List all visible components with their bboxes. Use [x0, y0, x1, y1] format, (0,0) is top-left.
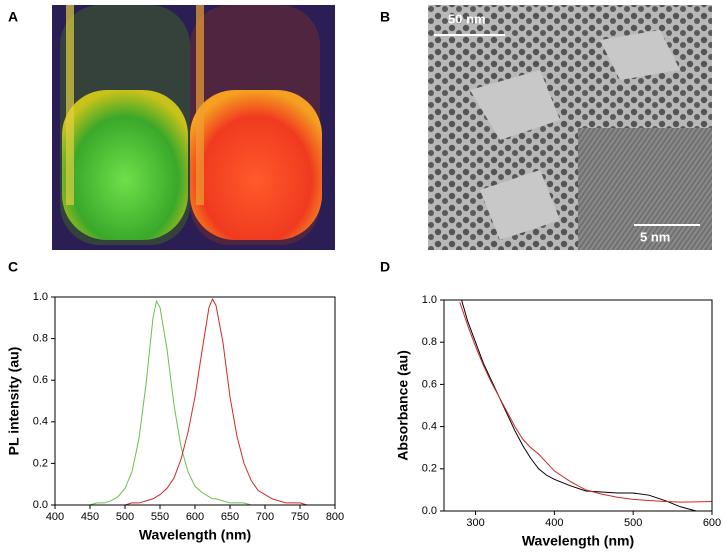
- scale-label: 50 nm: [448, 11, 486, 26]
- x-axis-label: Wavelength (nm): [139, 527, 251, 543]
- x-axis-label: Wavelength (nm): [522, 533, 634, 549]
- plot-frame: [443, 299, 713, 512]
- data-line: [459, 301, 712, 503]
- data-line: [90, 297, 335, 505]
- x-tick-label: 800: [326, 511, 344, 523]
- x-tick-label: 300: [466, 517, 484, 529]
- y-tick-label: 0.0: [422, 505, 437, 517]
- photo-vials: [52, 5, 335, 250]
- y-tick-label: 0.8: [422, 336, 437, 348]
- y-tick-label: 0.4: [33, 416, 48, 428]
- y-tick-label: 0.4: [422, 421, 437, 433]
- y-tick-label: 1.0: [422, 294, 437, 306]
- x-tick-label: 400: [46, 511, 64, 523]
- tem-image: 50 nm 5 nm: [428, 5, 712, 250]
- plot-frame: [54, 296, 336, 506]
- y-axis-label: PL intensity (au): [6, 347, 22, 456]
- y-tick-label: 0.6: [33, 374, 48, 386]
- panel-label: D: [380, 259, 390, 275]
- x-tick-label: 400: [545, 517, 563, 529]
- x-tick-label: 450: [81, 511, 99, 523]
- x-tick-label: 600: [703, 517, 721, 529]
- x-tick-label: 700: [256, 511, 274, 523]
- y-tick-label: 0.8: [33, 333, 48, 345]
- panel-label: A: [8, 9, 18, 25]
- x-tick-label: 500: [116, 511, 134, 523]
- y-tick-label: 1.0: [33, 291, 48, 303]
- y-tick-label: 0.2: [33, 457, 48, 469]
- panel-label: C: [8, 259, 18, 275]
- panel-label: B: [380, 9, 390, 25]
- x-tick-label: 650: [221, 511, 239, 523]
- x-tick-label: 600: [186, 511, 204, 523]
- x-tick-label: 500: [624, 517, 642, 529]
- data-line: [461, 300, 697, 511]
- y-axis-label: Absorbance (au): [395, 350, 411, 460]
- y-tick-label: 0.2: [422, 463, 437, 475]
- y-tick-label: 0.6: [422, 378, 437, 390]
- x-tick-label: 750: [291, 511, 309, 523]
- data-line: [89, 299, 335, 505]
- scale-label: 5 nm: [640, 229, 670, 244]
- y-tick-label: 0.0: [33, 499, 48, 511]
- x-tick-label: 550: [151, 511, 169, 523]
